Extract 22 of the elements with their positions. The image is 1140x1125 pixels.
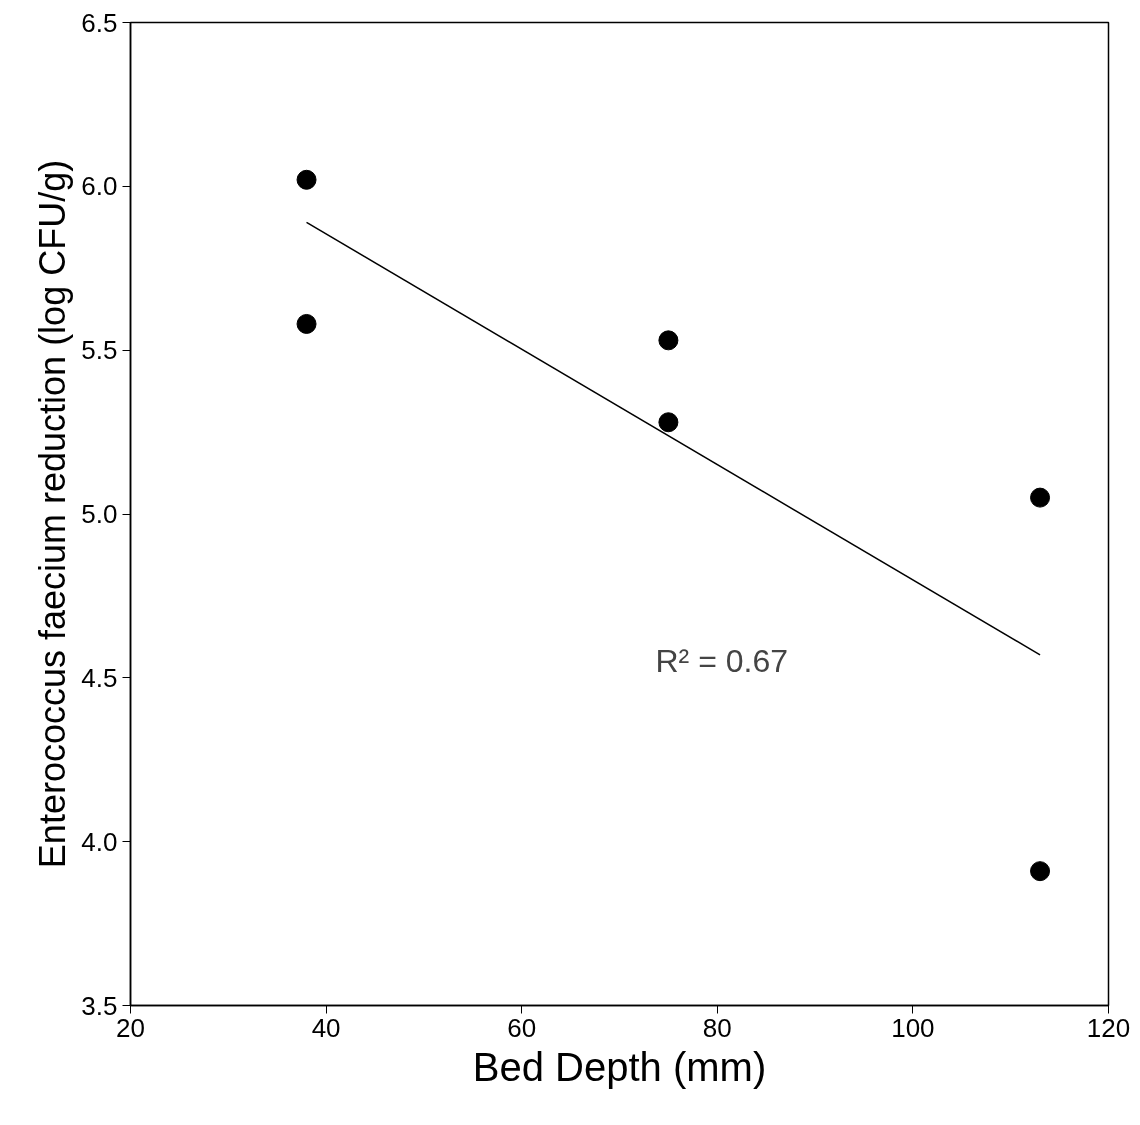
y-axis-title: Enterococcus faecium reduction (log CFU/g) [32, 159, 74, 869]
annotation: R² = 0.67 [655, 642, 789, 679]
x-axis-title: Bed Depth (mm) [472, 1044, 767, 1089]
x-tick-label: 40 [311, 1012, 341, 1043]
point [658, 412, 679, 433]
y-tick-label: 5.0 [81, 499, 118, 529]
x-tick-label: 100 [891, 1012, 935, 1043]
y-tick-label: 6.5 [81, 7, 118, 38]
point [296, 169, 317, 190]
y-tick-label: 5.5 [81, 335, 118, 366]
y-tick-label: 3.5 [81, 990, 118, 1021]
point [296, 313, 317, 334]
y-tick-label: 4.0 [81, 826, 118, 857]
y-tick-label: 4.5 [81, 662, 118, 693]
point [1030, 861, 1051, 882]
point [658, 330, 679, 351]
y-tick-label: 6.0 [81, 171, 118, 202]
x-tick-label: 120 [1086, 1012, 1131, 1043]
x-tick-label: 20 [116, 1012, 145, 1043]
x-tick-label: 80 [702, 1012, 732, 1043]
point [1030, 487, 1051, 508]
x-tick-label: 60 [507, 1012, 537, 1043]
